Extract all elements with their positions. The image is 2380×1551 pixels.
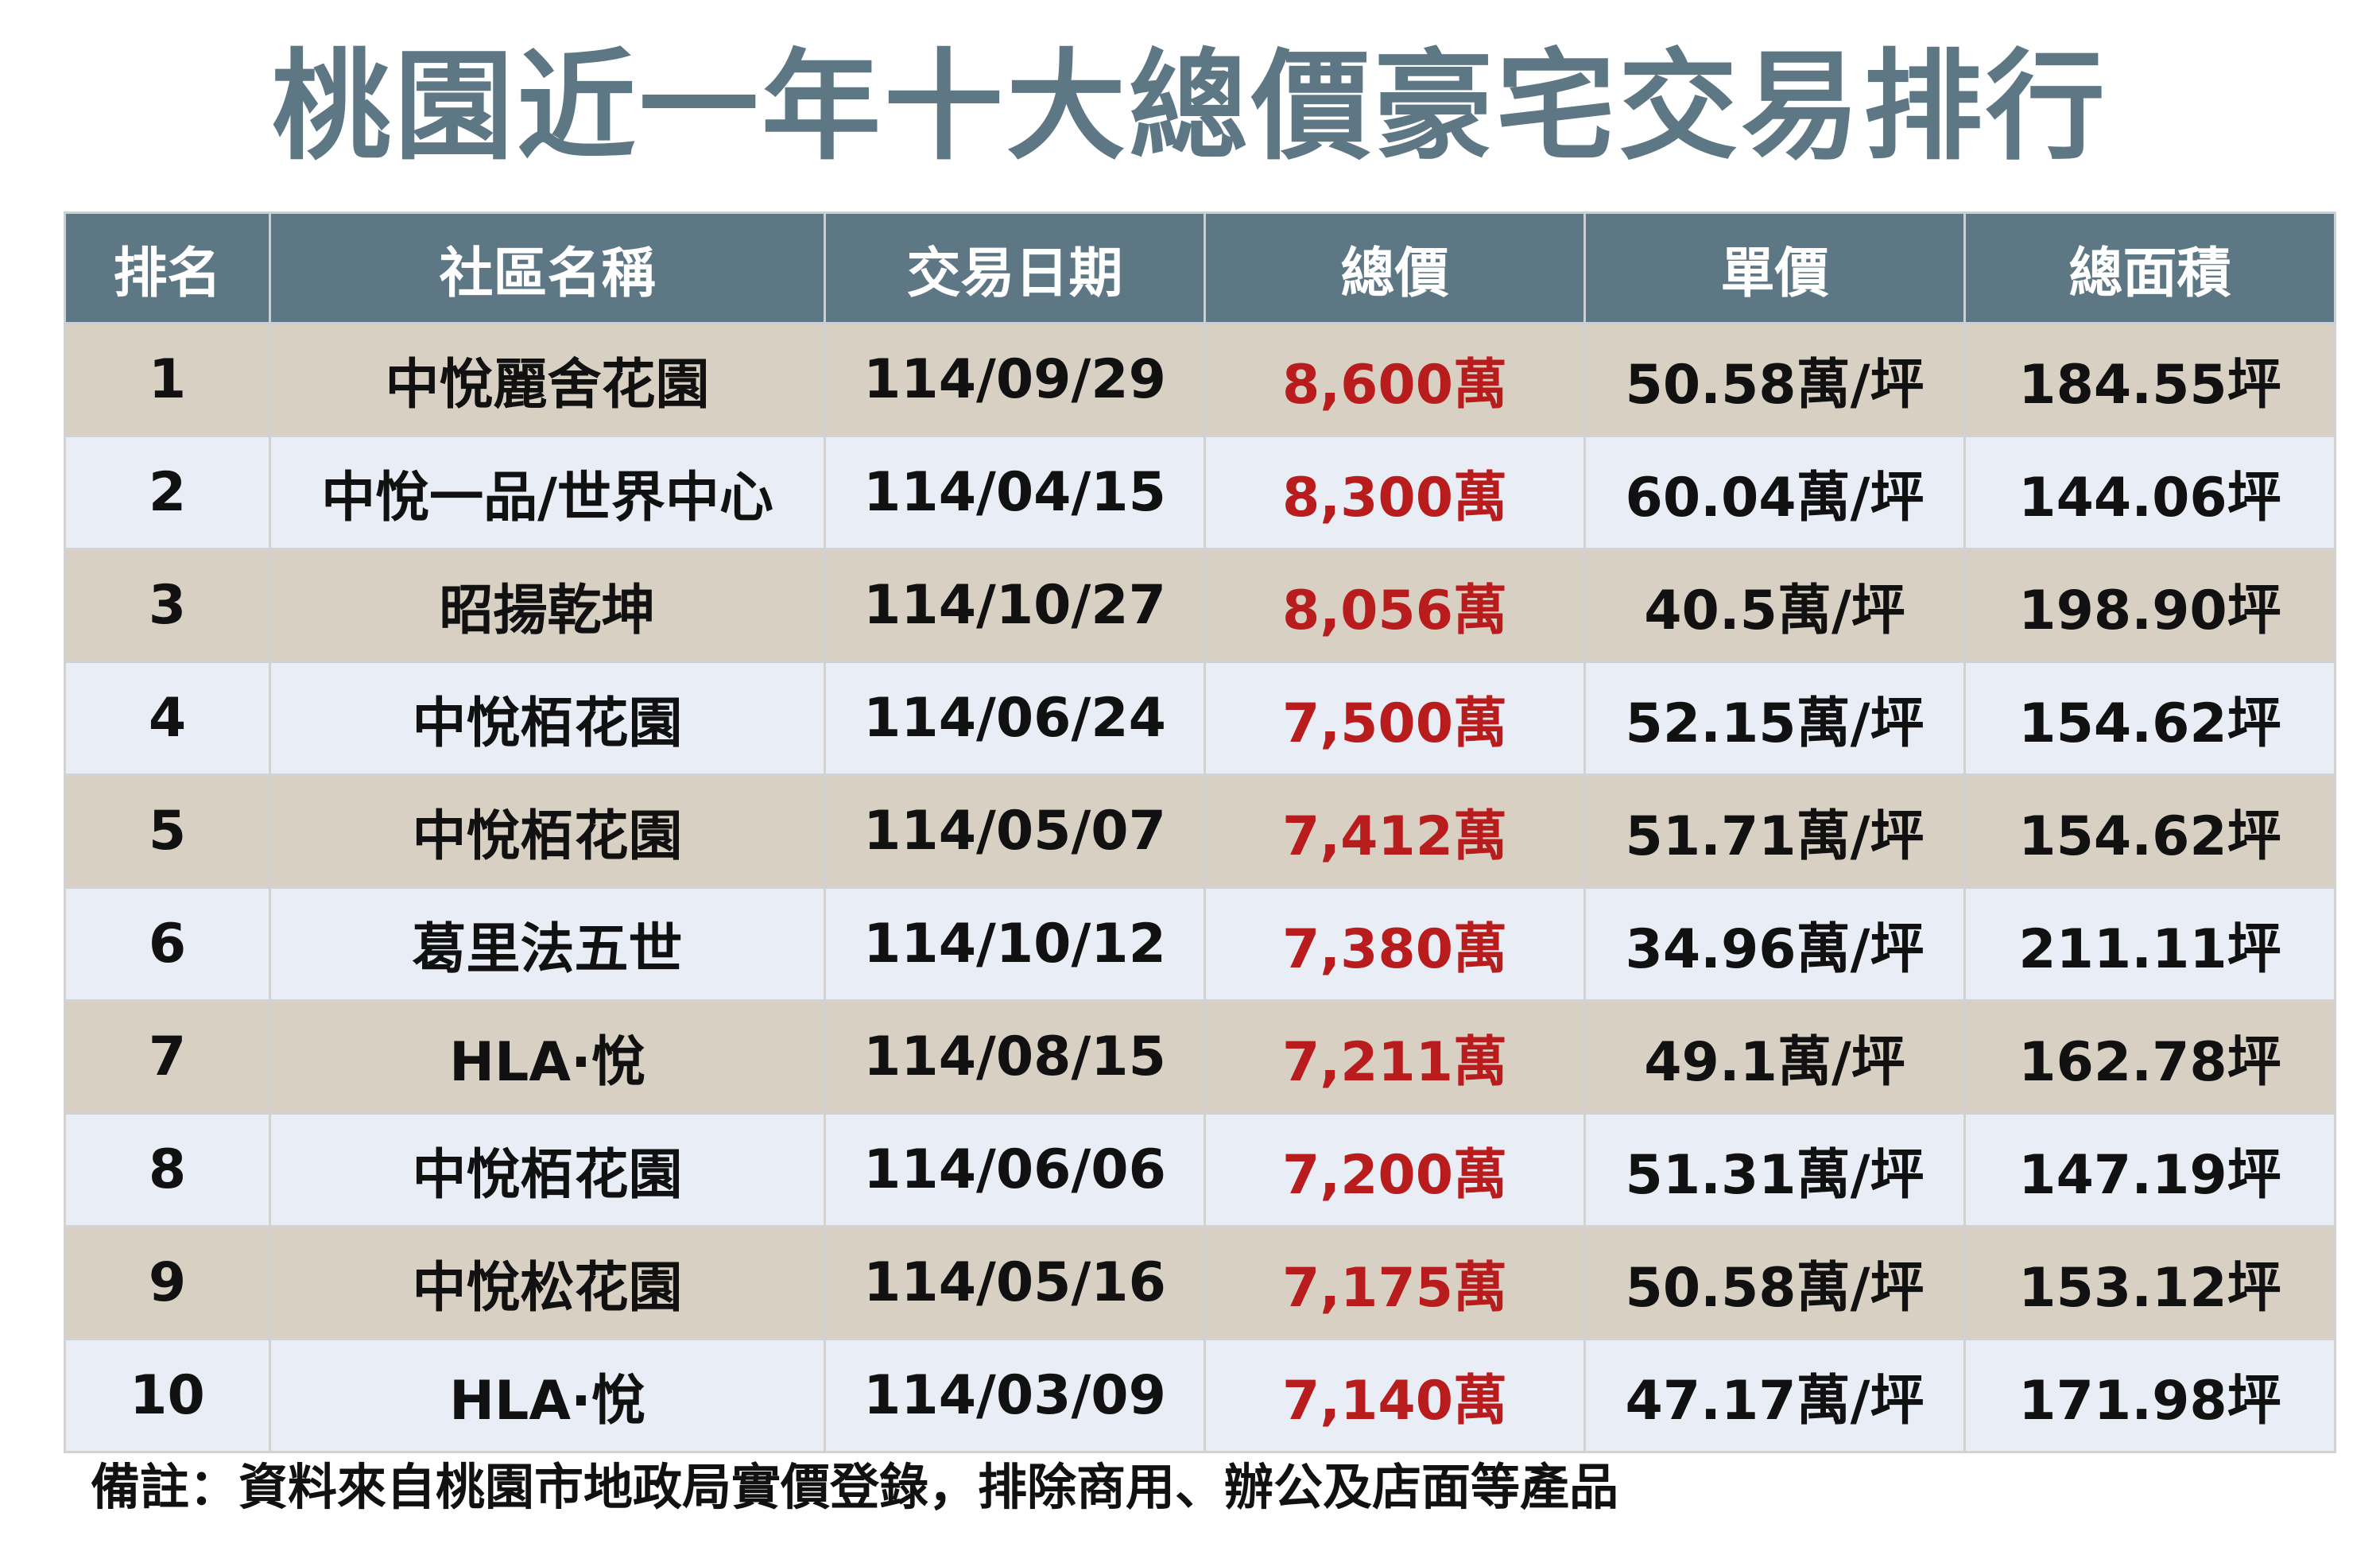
ranking-table-container: 排名 社區名稱 交易日期 總價 單價 總面積 1 中悅麗舍花園 114/09/2…: [64, 211, 2336, 1453]
total-price-cell: 7,140萬: [1204, 1338, 1586, 1453]
footnote: 備註：資料來自桃園市地政局實價登錄，排除商用、辦公及店面等產品: [91, 1458, 1619, 1516]
header-community-name: 社區名稱: [269, 211, 826, 324]
community-name-cell: HLA·悅: [269, 1338, 826, 1453]
ranking-table: 排名 社區名稱 交易日期 總價 單價 總面積 1 中悅麗舍花園 114/09/2…: [64, 211, 2336, 1453]
date-cell: 114/05/16: [824, 1225, 1206, 1340]
date-cell: 114/08/15: [824, 999, 1206, 1115]
table-row: 4 中悅栢花園 114/06/24 7,500萬 52.15萬/坪 154.62…: [64, 661, 2336, 776]
community-name-cell: 中悅麗舍花園: [269, 322, 826, 437]
rank-cell: 2: [64, 435, 271, 550]
table-row: 2 中悅一品/世界中心 114/04/15 8,300萬 60.04萬/坪 14…: [64, 435, 2336, 550]
area-cell: 154.62坪: [1963, 661, 2336, 776]
total-price-cell: 8,600萬: [1204, 322, 1586, 437]
table-row: 6 葛里法五世 114/10/12 7,380萬 34.96萬/坪 211.11…: [64, 886, 2336, 1002]
table-row: 9 中悅松花園 114/05/16 7,175萬 50.58萬/坪 153.12…: [64, 1225, 2336, 1340]
date-cell: 114/05/07: [824, 774, 1206, 889]
unit-price-cell: 50.58萬/坪: [1583, 1225, 1966, 1340]
header-rank: 排名: [64, 211, 271, 324]
total-price-cell: 8,300萬: [1204, 435, 1586, 550]
unit-price-cell: 60.04萬/坪: [1583, 435, 1966, 550]
community-name-cell: HLA·悅: [269, 999, 826, 1115]
total-price-cell: 7,500萬: [1204, 661, 1586, 776]
community-name-cell: 葛里法五世: [269, 886, 826, 1002]
unit-price-cell: 52.15萬/坪: [1583, 661, 1966, 776]
table-row: 8 中悅栢花園 114/06/06 7,200萬 51.31萬/坪 147.19…: [64, 1112, 2336, 1227]
unit-price-cell: 51.71萬/坪: [1583, 774, 1966, 889]
unit-price-cell: 47.17萬/坪: [1583, 1338, 1966, 1453]
table-row: 5 中悅栢花園 114/05/07 7,412萬 51.71萬/坪 154.62…: [64, 774, 2336, 889]
table-row: 7 HLA·悅 114/08/15 7,211萬 49.1萬/坪 162.78坪: [64, 999, 2336, 1115]
rank-cell: 8: [64, 1112, 271, 1227]
area-cell: 154.62坪: [1963, 774, 2336, 889]
date-cell: 114/06/06: [824, 1112, 1206, 1227]
area-cell: 162.78坪: [1963, 999, 2336, 1115]
rank-cell: 10: [64, 1338, 271, 1453]
rank-cell: 6: [64, 886, 271, 1002]
community-name-cell: 中悅松花園: [269, 1225, 826, 1340]
date-cell: 114/10/27: [824, 548, 1206, 663]
area-cell: 198.90坪: [1963, 548, 2336, 663]
unit-price-cell: 51.31萬/坪: [1583, 1112, 1966, 1227]
community-name-cell: 中悅一品/世界中心: [269, 435, 826, 550]
rank-cell: 5: [64, 774, 271, 889]
unit-price-cell: 49.1萬/坪: [1583, 999, 1966, 1115]
date-cell: 114/06/24: [824, 661, 1206, 776]
total-price-cell: 7,380萬: [1204, 886, 1586, 1002]
area-cell: 153.12坪: [1963, 1225, 2336, 1340]
total-price-cell: 7,211萬: [1204, 999, 1586, 1115]
unit-price-cell: 50.58萬/坪: [1583, 322, 1966, 437]
header-total-area: 總面積: [1963, 211, 2336, 324]
unit-price-cell: 34.96萬/坪: [1583, 886, 1966, 1002]
area-cell: 144.06坪: [1963, 435, 2336, 550]
rank-cell: 3: [64, 548, 271, 663]
page-title: 桃園近一年十大總價豪宅交易排行: [271, 38, 2108, 176]
date-cell: 114/09/29: [824, 322, 1206, 437]
header-transaction-date: 交易日期: [824, 211, 1206, 324]
community-name-cell: 中悅栢花園: [269, 774, 826, 889]
header-unit-price: 單價: [1583, 211, 1966, 324]
table-row: 10 HLA·悅 114/03/09 7,140萬 47.17萬/坪 171.9…: [64, 1338, 2336, 1453]
date-cell: 114/03/09: [824, 1338, 1206, 1453]
table-row: 1 中悅麗舍花園 114/09/29 8,600萬 50.58萬/坪 184.5…: [64, 322, 2336, 437]
rank-cell: 1: [64, 322, 271, 437]
area-cell: 147.19坪: [1963, 1112, 2336, 1227]
date-cell: 114/10/12: [824, 886, 1206, 1002]
total-price-cell: 7,175萬: [1204, 1225, 1586, 1340]
total-price-cell: 7,200萬: [1204, 1112, 1586, 1227]
area-cell: 211.11坪: [1963, 886, 2336, 1002]
table-header-row: 排名 社區名稱 交易日期 總價 單價 總面積: [64, 211, 2336, 324]
rank-cell: 7: [64, 999, 271, 1115]
community-name-cell: 中悅栢花園: [269, 661, 826, 776]
total-price-cell: 7,412萬: [1204, 774, 1586, 889]
area-cell: 171.98坪: [1963, 1338, 2336, 1453]
community-name-cell: 昭揚乾坤: [269, 548, 826, 663]
community-name-cell: 中悅栢花園: [269, 1112, 826, 1227]
area-cell: 184.55坪: [1963, 322, 2336, 437]
date-cell: 114/04/15: [824, 435, 1206, 550]
rank-cell: 4: [64, 661, 271, 776]
unit-price-cell: 40.5萬/坪: [1583, 548, 1966, 663]
total-price-cell: 8,056萬: [1204, 548, 1586, 663]
header-total-price: 總價: [1204, 211, 1586, 324]
rank-cell: 9: [64, 1225, 271, 1340]
table-row: 3 昭揚乾坤 114/10/27 8,056萬 40.5萬/坪 198.90坪: [64, 548, 2336, 663]
